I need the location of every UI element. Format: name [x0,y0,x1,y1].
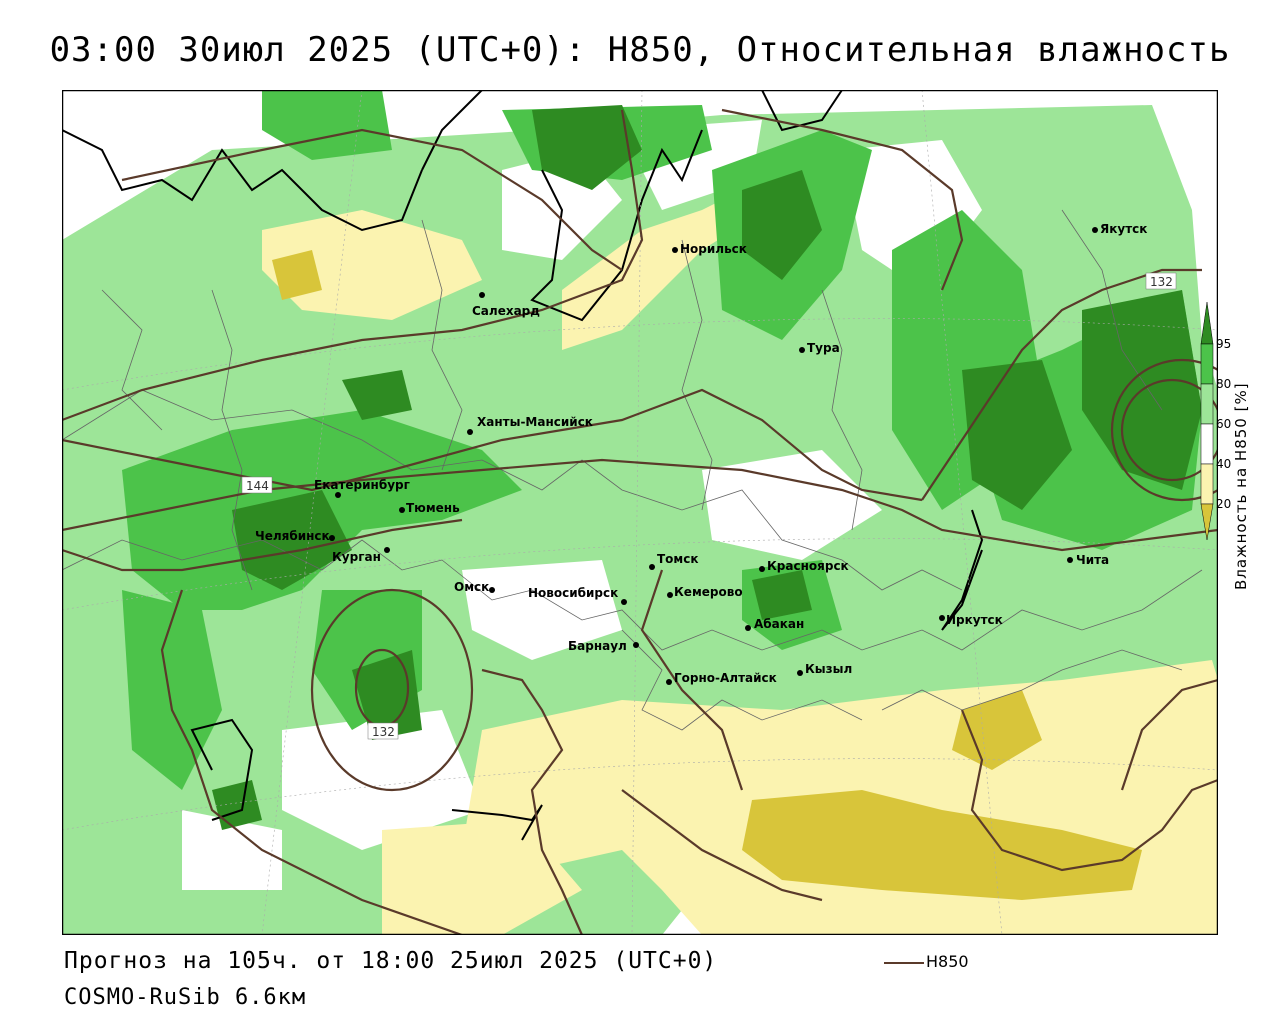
city-krasnoyarsk: Красноярск [759,559,849,573]
city-kurgan: Курган [332,547,390,564]
map-frame [62,90,1218,935]
contour-label: 144 [246,479,269,493]
legend-swatch-h850 [884,962,924,964]
colorbar-top-arrow [1200,301,1214,345]
humidity-yellow-zone-north [262,180,782,935]
colorbar-band-95 [1200,343,1214,385]
model-info: COSMO-RuSib 6.6км [64,985,307,1010]
colorbar-band-80 [1200,383,1214,425]
colorbar-band-40 [1200,463,1214,505]
city-gorno-altaysk: Горно-Алтайск [666,671,777,685]
city-omsk: Омск [454,580,495,594]
city-label: Томск [657,552,699,566]
city-label: Кемерово [674,585,743,599]
cities: Норильск Якутск Салехард Тура Ханты-Манс… [255,222,1147,685]
city-label: Норильск [680,242,747,256]
city-label: Абакан [754,617,804,631]
city-label: Чита [1076,553,1109,567]
colorbar-title: Влажность на H850 [%] [1232,382,1250,590]
legend-label-h850: H850 [926,952,969,971]
forecast-info: Прогноз на 105ч. от 18:00 25июл 2025 (UT… [64,948,718,974]
city-label: Барнаул [568,639,627,653]
contour-label-132-b-group: 132 [1145,272,1177,290]
city-label: Курган [332,550,381,564]
city-label: Новосибирск [528,586,618,600]
city-label: Якутск [1100,222,1147,236]
city-label: Кызыл [805,662,852,676]
colorbar: 95 80 60 40 20 [1200,301,1231,541]
city-label: Горно-Алтайск [674,671,777,685]
city-norilsk: Норильск [672,242,747,256]
humidity-dark-yellow-zone [272,250,1142,900]
city-label: Иркутск [946,613,1003,627]
colorbar-tick: 40 [1216,457,1231,471]
humidity-white-zone [162,120,982,890]
city-label: Салехард [472,304,540,318]
colorbar-tick: 95 [1216,337,1231,351]
city-abakan: Абакан [745,617,804,631]
city-yakutsk: Якутск [1092,222,1147,236]
city-novosibirsk: Новосибирск [528,586,627,605]
contour-label-132-a-group: 132 [367,722,399,740]
map-title: 03:00 30июл 2025 (UTC+0): H850, Относите… [49,30,1231,70]
city-kemerovo: Кемерово [667,585,743,599]
city-label: Омск [454,580,489,594]
city-chelyabinsk: Челябинск [255,529,335,543]
colorbar-tick: 20 [1216,497,1231,511]
city-tomsk: Томск [649,552,699,570]
city-kyzyl: Кызыл [797,662,852,676]
contour-label: 132 [372,725,395,739]
city-label: Челябинск [255,529,330,543]
city-yekaterinburg: Екатеринбург [314,478,410,498]
city-salekhard: Салехард [472,292,540,318]
colorbar-tick: 80 [1216,377,1231,391]
city-barnaul: Барнаул [568,639,639,653]
coastline [62,90,984,841]
city-label: Ханты-Мансийск [477,415,593,429]
city-label: Екатеринбург [314,478,410,492]
city-tyumen: Тюмень [399,501,460,515]
h850-contours [62,108,1218,935]
city-label: Тюмень [406,501,460,515]
admin-borders [62,209,1203,731]
colorbar-bottom-arrow [1200,503,1214,541]
humidity-medium-zone [122,90,1202,790]
city-tura: Тура [799,341,840,355]
contour-label-144-group: 144 [241,476,273,494]
humidity-dark-zone [212,105,1202,830]
city-label: Тура [807,341,840,355]
city-chita: Чита [1067,553,1109,567]
colorbar-band-60 [1200,423,1214,465]
colorbar-tick: 60 [1216,417,1231,431]
city-irkutsk: Иркутск [939,613,1003,627]
weather-map: 144 132 132 Норильск Якутск Салехард Тур… [62,90,1218,935]
city-khanty-mansiysk: Ханты-Мансийск [467,415,593,435]
contour-label: 132 [1150,275,1173,289]
city-label: Красноярск [767,559,849,573]
